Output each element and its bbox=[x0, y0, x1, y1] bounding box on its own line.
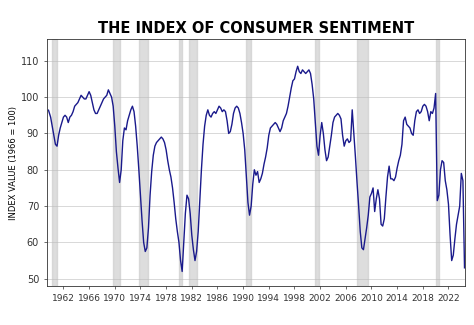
Bar bbox=[139, 39, 148, 286]
Y-axis label: INDEX VALUE (1966 = 100): INDEX VALUE (1966 = 100) bbox=[9, 106, 18, 219]
Bar bbox=[113, 39, 119, 286]
Title: THE INDEX OF CONSUMER SENTIMENT: THE INDEX OF CONSUMER SENTIMENT bbox=[98, 21, 414, 36]
Bar bbox=[315, 39, 319, 286]
Bar bbox=[179, 39, 182, 286]
Bar bbox=[246, 39, 251, 286]
Bar bbox=[357, 39, 368, 286]
Bar bbox=[189, 39, 197, 286]
Bar bbox=[52, 39, 57, 286]
Bar bbox=[436, 39, 439, 286]
